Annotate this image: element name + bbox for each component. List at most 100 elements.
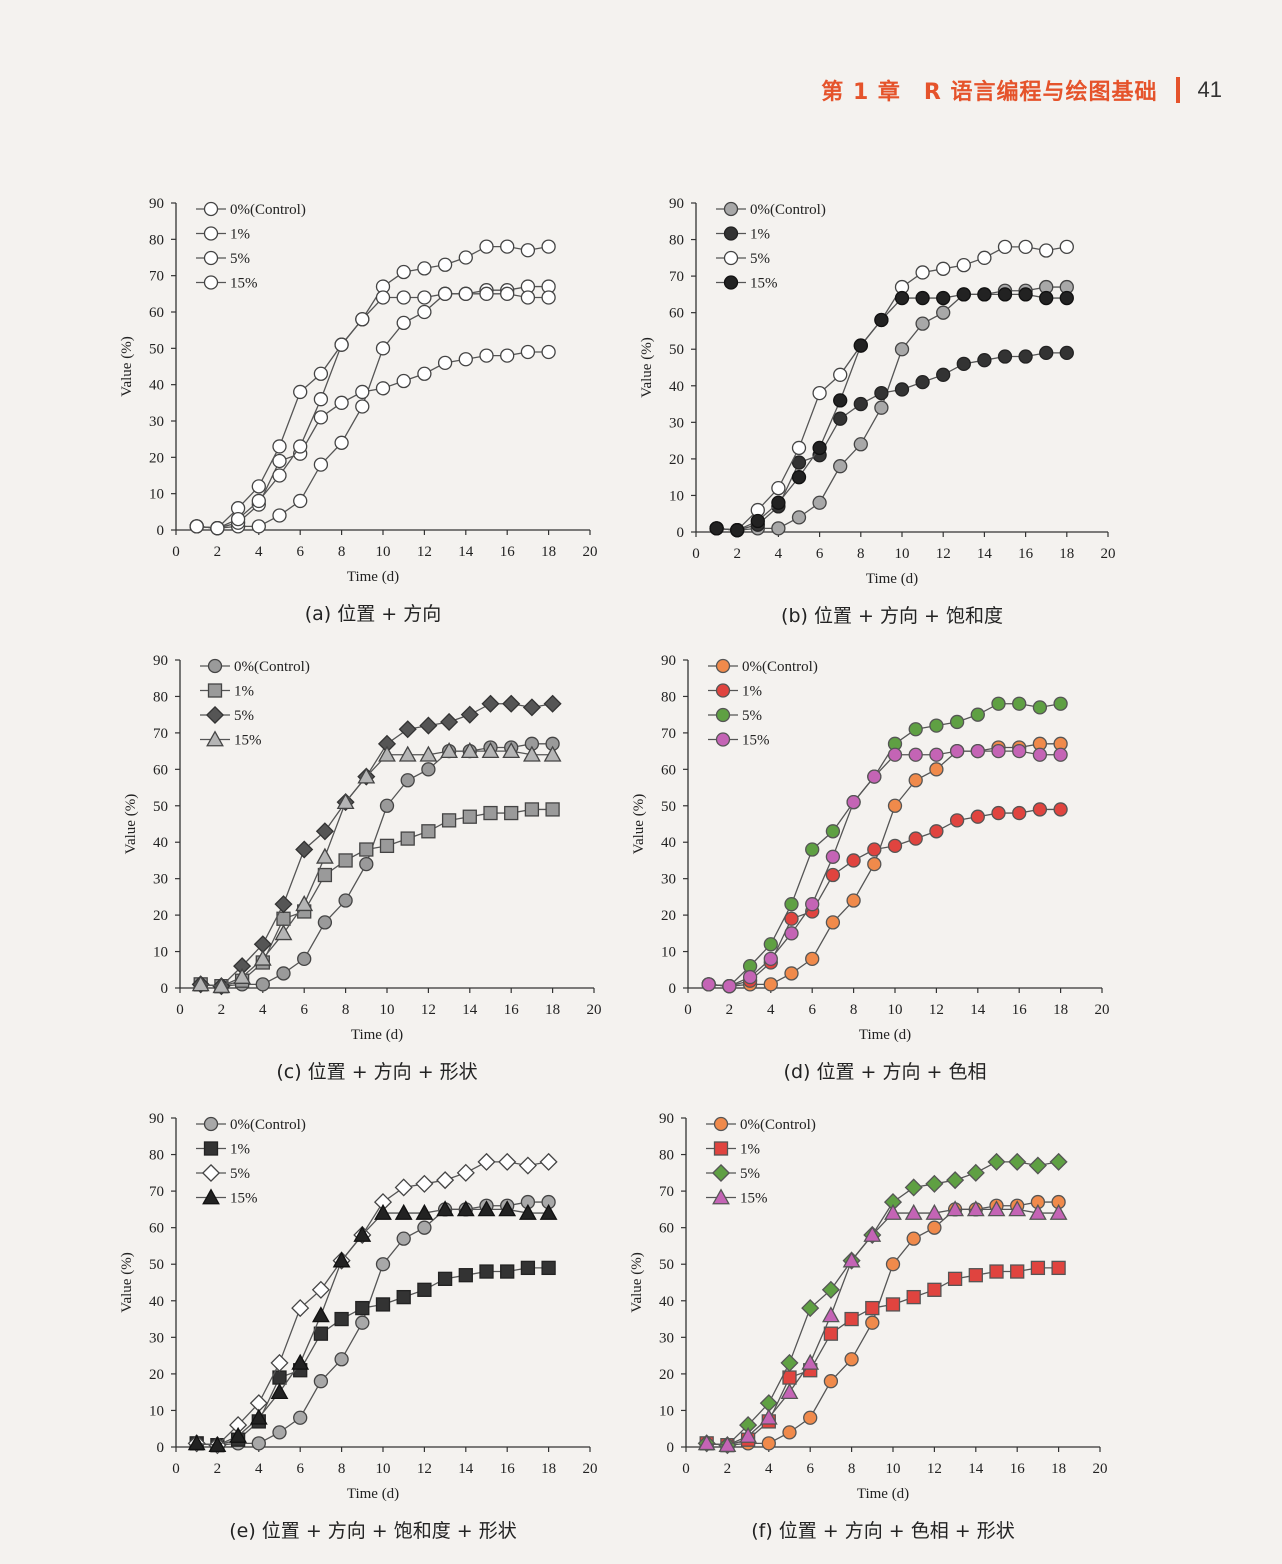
- x-tick-label: 10: [380, 1002, 395, 1018]
- data-point: [375, 1297, 391, 1312]
- x-tick-label: 0: [172, 544, 180, 560]
- legend-label: 15%: [740, 1191, 768, 1207]
- data-point: [908, 773, 923, 788]
- data-point: [500, 239, 515, 254]
- data-point: [791, 440, 807, 456]
- legend-label: 1%: [234, 684, 254, 700]
- series-line-0: [706, 1201, 1059, 1446]
- data-point: [1051, 1260, 1066, 1276]
- x-tick-label: 16: [504, 1002, 520, 1018]
- data-point: [276, 966, 291, 981]
- y-tick-label: 50: [659, 1257, 674, 1273]
- data-point: [436, 1200, 455, 1217]
- data-point: [904, 1178, 923, 1197]
- data-point: [545, 802, 560, 817]
- x-tick-label: 6: [300, 1002, 308, 1018]
- y-tick-label: 80: [669, 233, 684, 249]
- data-point: [272, 508, 287, 523]
- data-point: [884, 1203, 902, 1220]
- data-point: [477, 1200, 496, 1217]
- data-point: [904, 1203, 923, 1220]
- data-point: [970, 707, 985, 722]
- header-divider: [1175, 77, 1180, 103]
- data-point: [504, 805, 519, 821]
- legend-marker: [203, 250, 219, 266]
- data-point: [502, 741, 521, 759]
- data-point: [500, 286, 515, 301]
- x-tick-label: 0: [176, 1002, 184, 1018]
- data-point: [272, 439, 287, 454]
- legend-label: 0%(Control): [230, 1117, 306, 1133]
- data-point: [419, 716, 438, 735]
- y-tick-label: 60: [153, 762, 168, 778]
- x-tick-label: 12: [927, 1461, 942, 1477]
- legend-label: 0%(Control): [740, 1117, 816, 1133]
- data-point: [518, 1156, 537, 1175]
- x-tick-label: 6: [808, 1002, 816, 1018]
- data-point: [398, 720, 417, 739]
- data-point: [398, 745, 417, 762]
- data-point: [949, 714, 965, 730]
- data-point: [477, 1152, 496, 1171]
- data-point: [208, 1436, 227, 1453]
- x-tick-label: 8: [848, 1461, 856, 1477]
- data-point: [844, 1311, 859, 1327]
- data-point: [539, 1203, 558, 1220]
- data-point: [1008, 1152, 1027, 1171]
- data-point: [421, 824, 436, 839]
- data-point: [334, 1311, 349, 1327]
- legend-label: 1%: [230, 1142, 250, 1158]
- data-point: [396, 264, 411, 280]
- series-line-3: [200, 750, 553, 987]
- y-tick-label: 40: [153, 835, 168, 851]
- data-point: [874, 385, 889, 401]
- data-point: [355, 1315, 370, 1330]
- data-point: [771, 521, 786, 536]
- data-point: [1059, 290, 1074, 306]
- series-line-3: [196, 1208, 549, 1446]
- x-tick-label: 18: [1051, 1461, 1066, 1477]
- y-tick-label: 70: [669, 269, 684, 285]
- data-point: [313, 457, 329, 472]
- data-point: [394, 1178, 413, 1197]
- data-point: [894, 342, 910, 357]
- legend-marker: [203, 275, 219, 290]
- x-axis-label: Time (d): [859, 1027, 911, 1043]
- data-point: [417, 304, 432, 320]
- data-point: [355, 384, 370, 400]
- data-point: [833, 367, 848, 382]
- data-point: [1008, 1200, 1027, 1217]
- data-point: [293, 493, 308, 509]
- x-tick-label: 20: [1095, 1002, 1110, 1018]
- data-point: [357, 767, 376, 784]
- data-point: [458, 286, 473, 301]
- data-point: [908, 831, 923, 846]
- x-tick-label: 14: [970, 1002, 986, 1018]
- data-point: [977, 250, 992, 265]
- data-point: [334, 435, 349, 450]
- legend-label: 0%(Control): [234, 659, 310, 675]
- data-point: [522, 698, 541, 717]
- chart-panel-d: 0 10 20 30 40 50 60 70 80 90 0 2 4 6 8 10 12 14 16 18 20 Time…: [631, 653, 1110, 1083]
- data-point: [1039, 290, 1054, 306]
- data-point: [977, 353, 992, 368]
- data-point: [375, 381, 391, 396]
- data-point: [187, 1434, 206, 1451]
- y-axis-label: Value (%): [123, 794, 139, 854]
- series-line-0: [716, 286, 1067, 531]
- data-point: [915, 265, 930, 280]
- data-point: [212, 977, 231, 994]
- data-point: [522, 745, 541, 762]
- x-tick-label: 8: [338, 544, 346, 560]
- x-tick-label: 20: [587, 1002, 602, 1018]
- data-point: [456, 1163, 475, 1182]
- data-point: [456, 1200, 475, 1217]
- legend-marker: [715, 658, 731, 674]
- x-tick-label: 4: [775, 546, 783, 562]
- y-tick-label: 80: [661, 689, 676, 705]
- x-tick-label: 8: [342, 1002, 350, 1018]
- data-point: [313, 392, 329, 407]
- data-point: [780, 1383, 799, 1400]
- data-point: [417, 1220, 432, 1235]
- x-tick-label: 20: [1101, 546, 1116, 562]
